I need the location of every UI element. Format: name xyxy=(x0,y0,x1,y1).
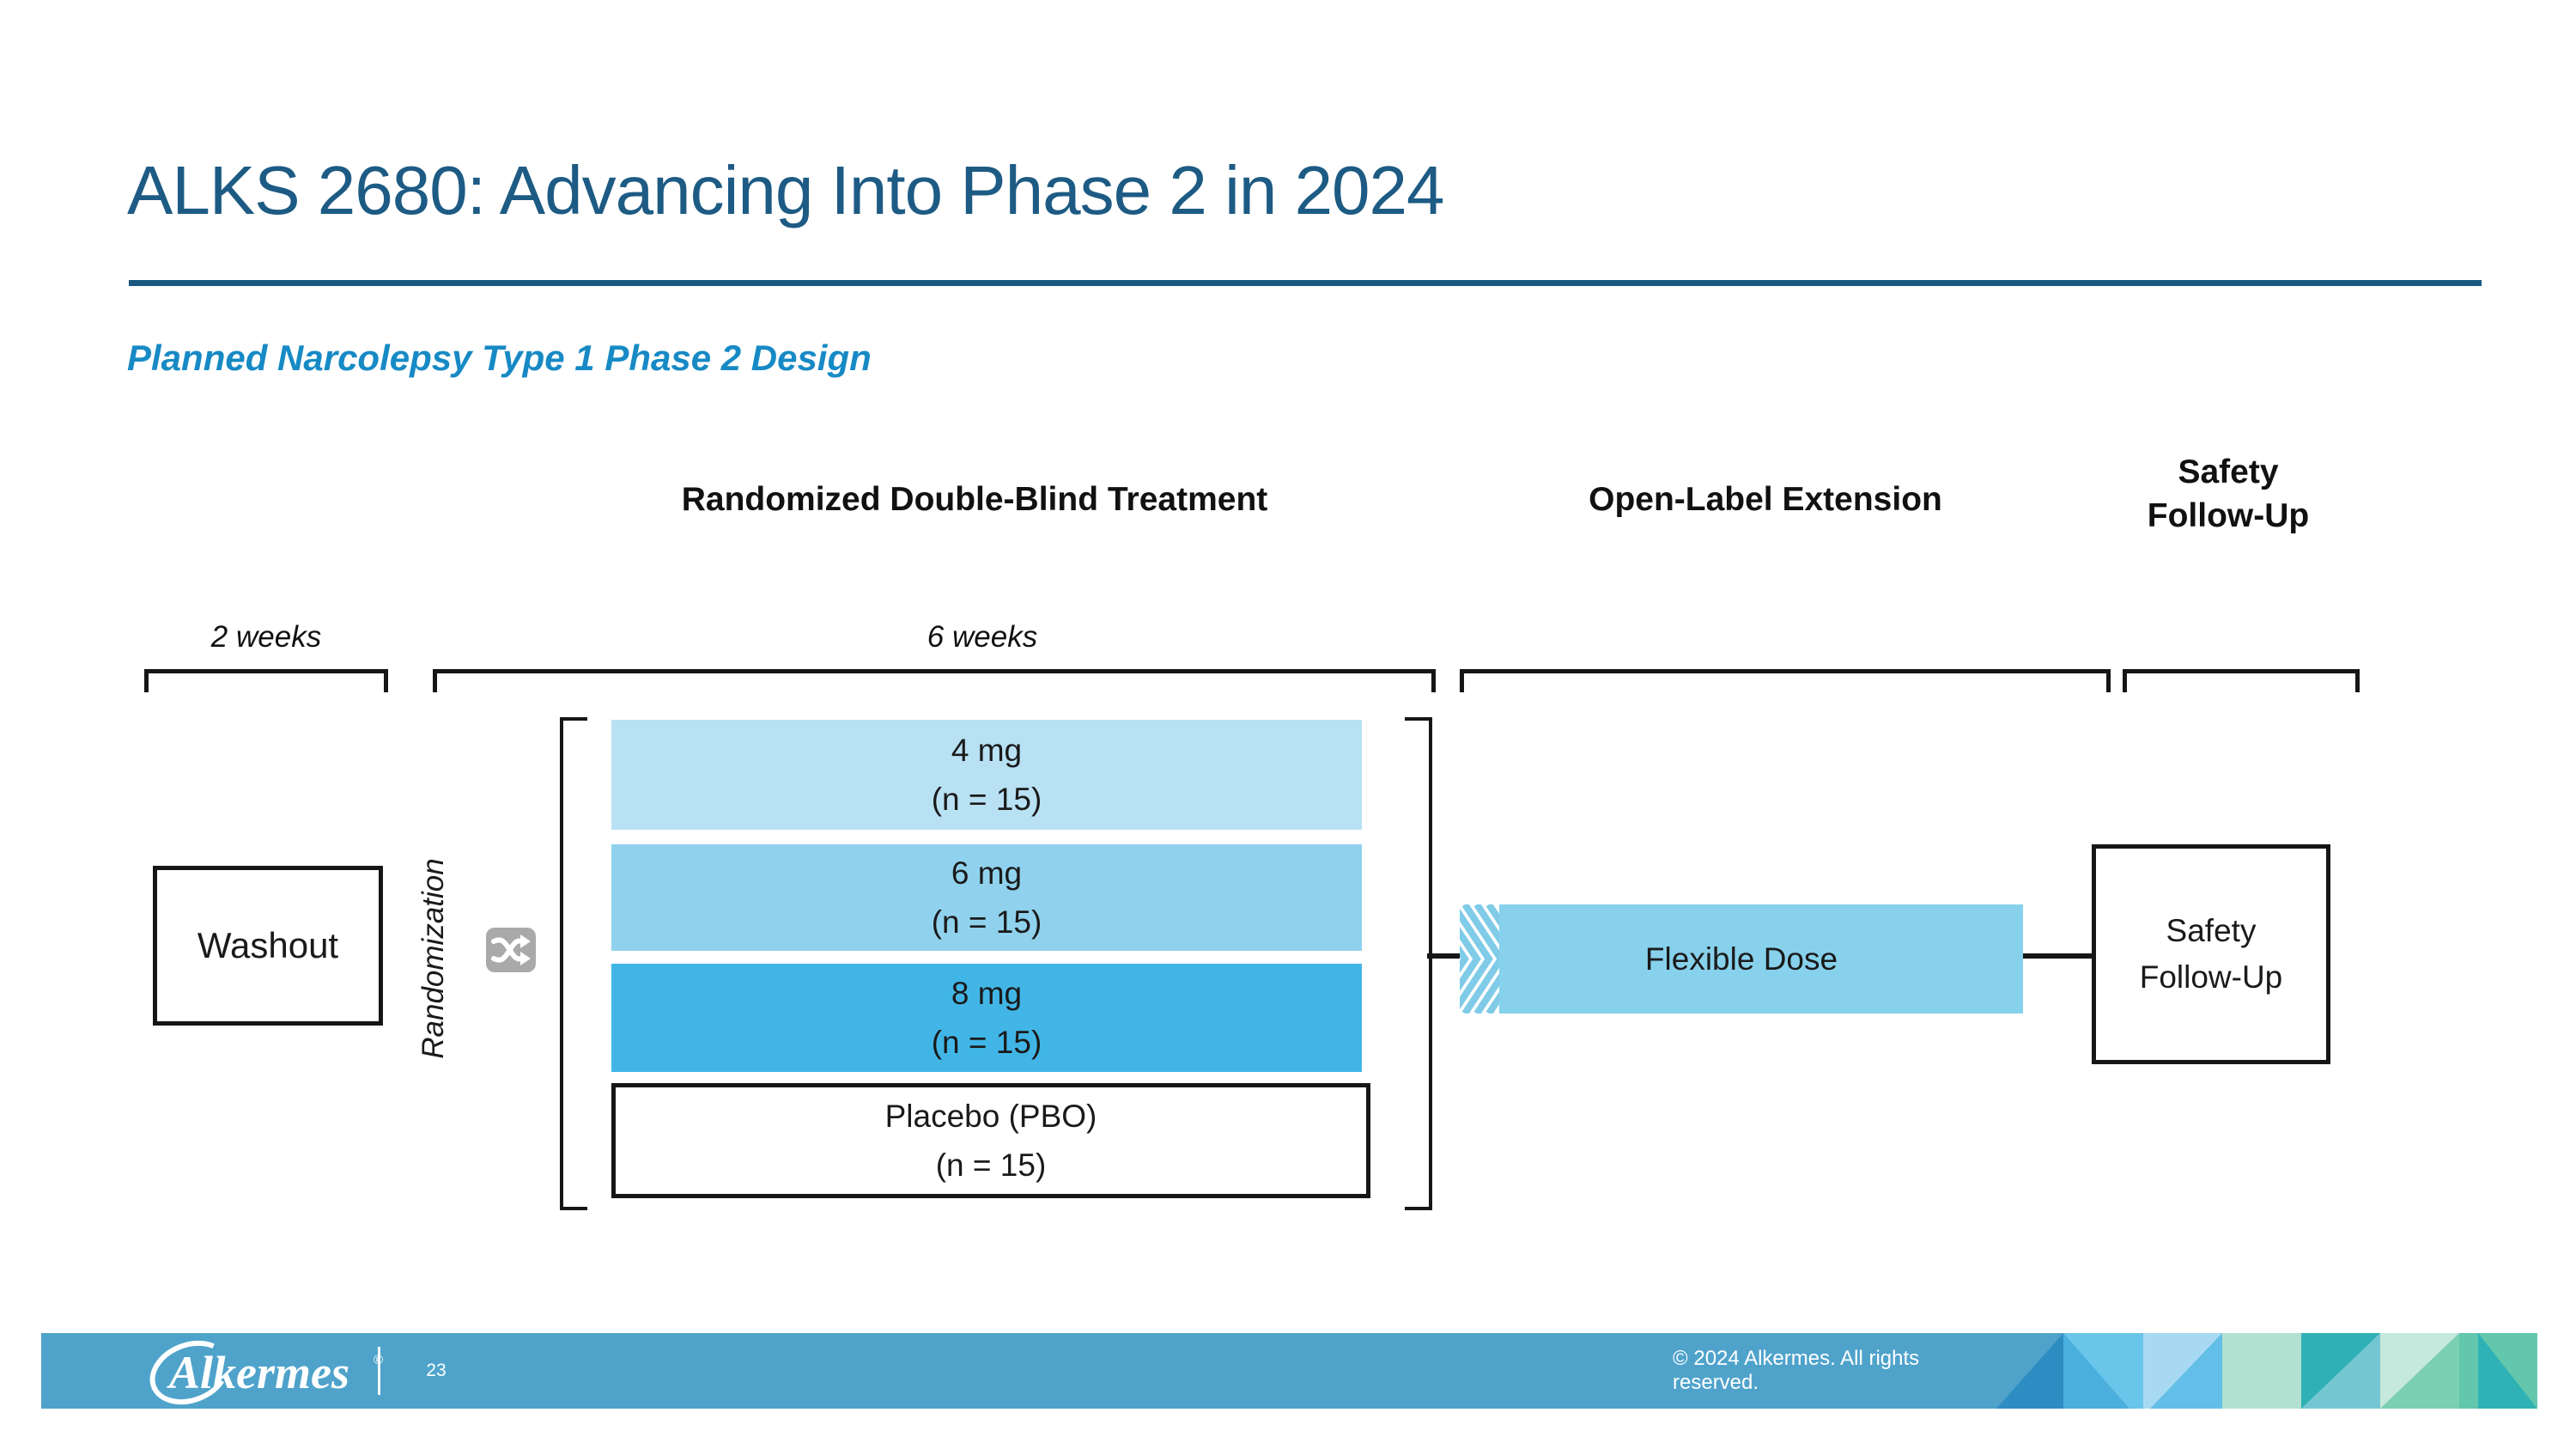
dose-arm-n: (n = 15) xyxy=(931,782,1042,817)
safety-box-line2: Follow-Up xyxy=(2139,959,2283,995)
phase-header-safety-line2: Follow-Up xyxy=(2147,496,2310,534)
flexible-dose-box: Flexible Dose xyxy=(1425,902,2023,1016)
footer-separator xyxy=(378,1347,380,1395)
washout-box: Washout xyxy=(153,866,383,1026)
dose-arm-label: 6 mg xyxy=(951,855,1023,891)
shuffle-icon-glyph xyxy=(491,935,531,965)
arms-bracket-right xyxy=(1405,717,1432,1210)
dose-arm-8mg: 8 mg (n = 15) xyxy=(611,964,1362,1072)
page-title: ALKS 2680: Advancing Into Phase 2 in 202… xyxy=(127,152,1445,228)
bracket-open-label xyxy=(1460,669,2111,692)
dose-arm-n: (n = 15) xyxy=(931,1025,1042,1060)
page-number: 23 xyxy=(426,1361,447,1380)
alkermes-logo: Alkermes ® xyxy=(149,1340,383,1405)
phase-header-safety-line1: Safety xyxy=(2178,454,2279,490)
dose-arm-label: Placebo (PBO) xyxy=(884,1098,1097,1134)
duration-label-treatment: 6 weeks xyxy=(927,620,1038,654)
dose-arm-placebo: Placebo (PBO) (n = 15) xyxy=(611,1083,1370,1198)
connector-arms-to-flexible xyxy=(1427,953,1460,959)
footer-bar: Alkermes ® 23 © 2024 Alkermes. All right… xyxy=(41,1333,2537,1409)
dose-arm-n: (n = 15) xyxy=(931,904,1042,940)
dose-arm-6mg: 6 mg (n = 15) xyxy=(611,844,1362,951)
footer-triangle-mosaic xyxy=(1996,1333,2537,1409)
duration-label-washout: 2 weeks xyxy=(210,620,322,654)
safety-follow-up-box: Safety Follow-Up xyxy=(2092,844,2330,1064)
dose-arm-n: (n = 15) xyxy=(935,1148,1047,1183)
connector-flexible-to-safety xyxy=(2023,953,2093,959)
phase-header-safety: Safety Follow-Up xyxy=(2108,451,2348,538)
dose-arm-4mg: 4 mg (n = 15) xyxy=(611,720,1362,830)
safety-box-line1: Safety xyxy=(2166,913,2257,949)
slide-subtitle: Planned Narcolepsy Type 1 Phase 2 Design xyxy=(127,338,872,378)
randomization-label: Randomization xyxy=(416,858,450,1059)
logo-text: Alkermes xyxy=(167,1347,349,1398)
arms-bracket-left xyxy=(560,717,587,1210)
phase-header-open-label: Open-Label Extension xyxy=(1589,481,1942,518)
bracket-safety xyxy=(2123,669,2360,692)
shuffle-icon xyxy=(486,928,536,972)
bracket-washout xyxy=(144,669,388,692)
bracket-treatment xyxy=(433,669,1436,692)
phase-header-randomized: Randomized Double-Blind Treatment xyxy=(681,481,1268,518)
dose-arm-label: 8 mg xyxy=(951,975,1023,1011)
dose-arm-label: 4 mg xyxy=(951,732,1023,768)
flexible-dose-label: Flexible Dose xyxy=(1644,941,1838,977)
copyright-text: © 2024 Alkermes. All rights reserved. xyxy=(1673,1347,1920,1394)
title-underline xyxy=(129,280,2482,286)
